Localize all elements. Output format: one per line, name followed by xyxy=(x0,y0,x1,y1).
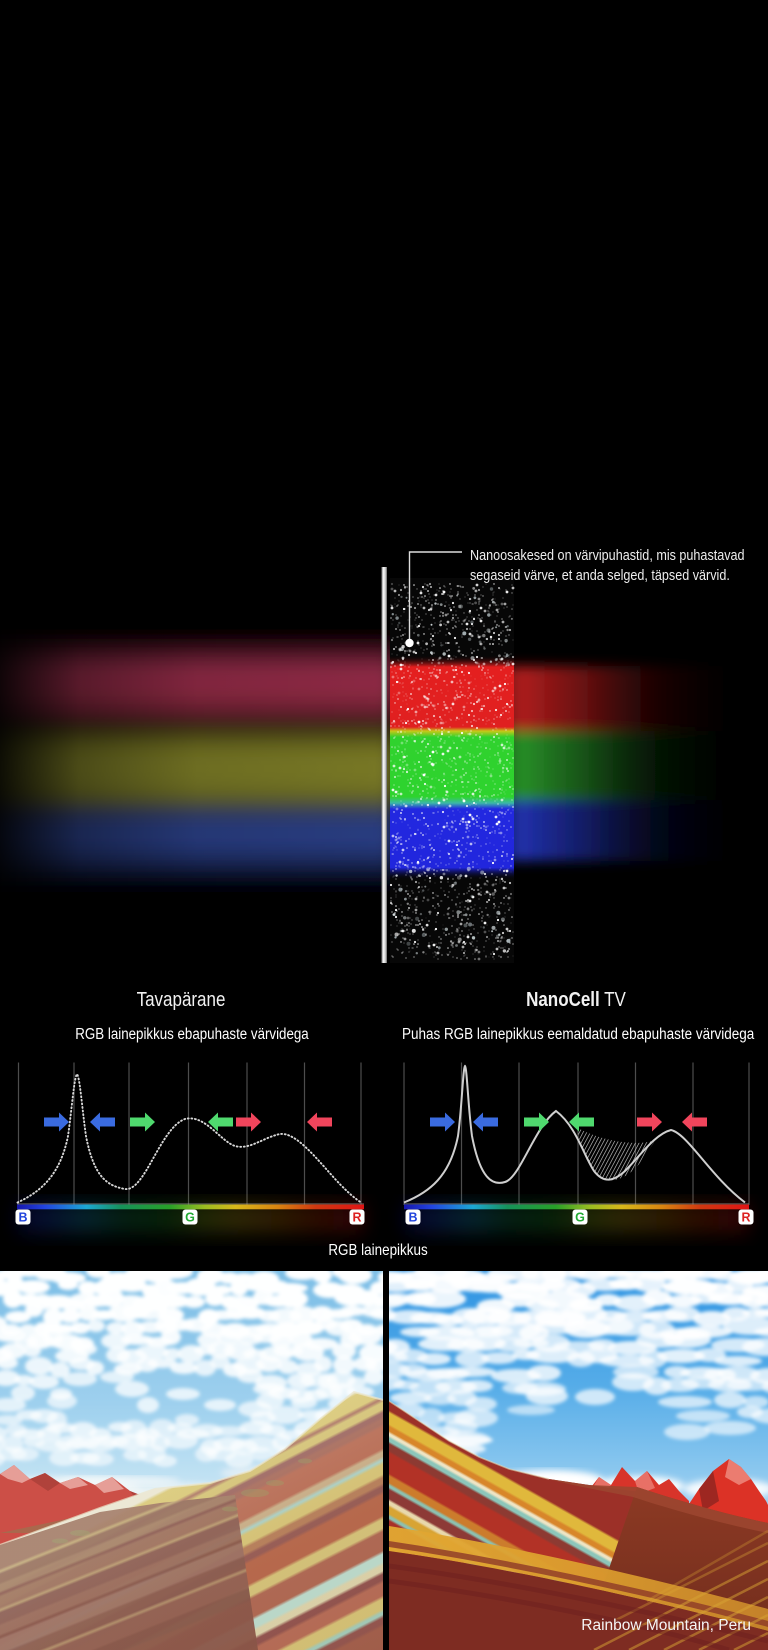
svg-text:G: G xyxy=(575,1211,585,1225)
svg-text:B: B xyxy=(18,1211,27,1225)
svg-text:R: R xyxy=(352,1211,361,1225)
svg-text:B: B xyxy=(408,1211,417,1225)
svg-text:G: G xyxy=(185,1211,195,1225)
svg-text:R: R xyxy=(741,1211,750,1225)
